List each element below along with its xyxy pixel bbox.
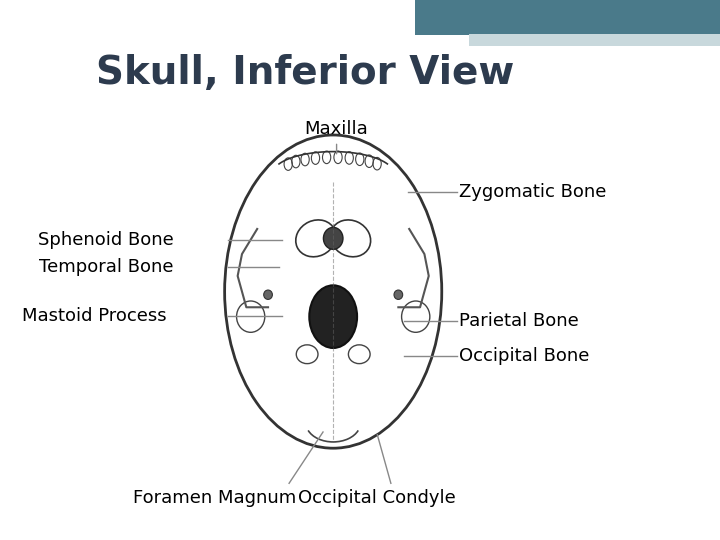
Text: Parietal Bone: Parietal Bone: [459, 312, 578, 330]
Text: Occipital Bone: Occipital Bone: [459, 347, 589, 366]
Ellipse shape: [394, 290, 402, 299]
Text: Occipital Condyle: Occipital Condyle: [298, 489, 456, 507]
Ellipse shape: [310, 285, 357, 348]
Text: Temporal Bone: Temporal Bone: [39, 258, 174, 276]
Text: Zygomatic Bone: Zygomatic Bone: [459, 183, 606, 201]
Ellipse shape: [323, 227, 343, 249]
Text: Skull, Inferior View: Skull, Inferior View: [96, 54, 514, 92]
Ellipse shape: [264, 290, 272, 299]
Text: Maxilla: Maxilla: [305, 120, 369, 138]
FancyBboxPatch shape: [415, 0, 720, 35]
Text: Foramen Magnum: Foramen Magnum: [132, 489, 296, 507]
FancyBboxPatch shape: [469, 34, 720, 46]
Text: Sphenoid Bone: Sphenoid Bone: [38, 231, 174, 249]
Text: Mastoid Process: Mastoid Process: [22, 307, 167, 325]
